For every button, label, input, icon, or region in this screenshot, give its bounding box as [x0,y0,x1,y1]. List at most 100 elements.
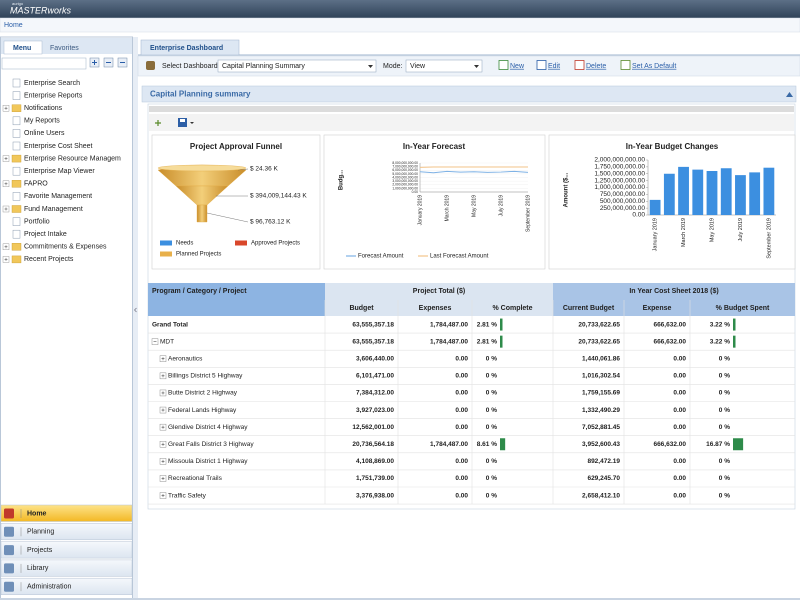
menu-item[interactable]: Enterprise Map Viewer [24,168,95,175]
header-cell [325,283,553,300]
action-link[interactable]: New [510,63,525,70]
y-tick-label: 6,000,000,000.00 [392,168,418,172]
chart-box [323,134,546,270]
row-name: Grand Total [152,321,188,328]
cell: 0.00 [673,458,686,465]
x-tick-label: May 2019 [471,195,477,217]
dashboard-select[interactable] [217,59,377,73]
nav-button[interactable] [0,523,133,541]
mode-select[interactable] [405,59,483,73]
menu-item[interactable]: FAPRO [24,181,48,188]
menu-item[interactable]: Favorite Management [24,193,92,200]
x-tick-label: March 2019 [444,195,450,222]
cell: 666,632.00 [653,321,686,328]
nav-button[interactable] [0,541,133,559]
legend-label: Approved Projects [251,241,300,247]
cell: 0 % [486,407,497,414]
y-tick-label: 1,000,000,000.00 [392,186,418,190]
menu-tree: Enterprise Search Enterprise Reports Notif… [2,78,121,263]
chart-box [151,134,321,270]
menu-item[interactable]: Enterprise Search [24,80,80,87]
refresh-icon[interactable] [155,120,161,126]
brand: MASTERworks [10,5,72,15]
select-label: Select Dashboard [162,63,218,70]
row-expander-sign [161,476,165,480]
group-header: Project Total ($) [413,288,465,295]
nav-label[interactable]: Home [27,510,47,517]
cell: 1,016,302.54 [582,373,620,380]
cell: 0 % [719,355,730,362]
cell: 16.87 % [706,441,730,448]
nav-label[interactable]: Planning [27,529,54,536]
folder-icon [11,104,22,112]
cell: 1,784,487.00 [430,441,468,448]
menu-item[interactable]: Commitments & Expenses [24,244,107,251]
main-tab-label[interactable]: Enterprise Dashboard [150,45,223,52]
sidebar-tab[interactable]: Menu [13,45,31,52]
menu-item[interactable]: Online Users [24,130,65,137]
menu-item[interactable]: Notifications [24,105,63,112]
nav-button[interactable] [0,577,133,595]
cell: 0 % [486,390,497,397]
cell: 3,376,938.00 [356,492,394,499]
dropdown-arrow [368,65,373,68]
splitter[interactable] [133,37,138,599]
collapse-arrow[interactable] [786,92,793,97]
search-input[interactable] [1,57,87,70]
nav-label[interactable]: Administration [27,584,71,591]
expander-plus [4,157,8,161]
funnel-label: $ 96,763.12 K [250,219,291,226]
menu-item[interactable]: My Reports [24,118,60,125]
cell: 0 % [719,424,730,431]
cell: 0.00 [455,475,468,482]
action-link[interactable]: Delete [586,63,606,70]
save-icon[interactable] [178,118,187,127]
group-header: In Year Cost Sheet 2018 ($) [629,288,718,295]
row-expander-sign [161,391,165,395]
cell: 1,784,487.00 [430,321,468,328]
nav-label[interactable]: Library [27,565,49,572]
cell: 0.00 [455,424,468,431]
legend-swatch [160,251,172,257]
expander-plus [4,245,8,249]
menu-item[interactable]: Enterprise Cost Sheet [24,143,93,150]
action-link[interactable]: Edit [548,63,560,70]
cell: 0 % [719,475,730,482]
bar [706,171,718,215]
cell: 3.22 % [710,338,730,345]
tab-active [3,40,43,55]
series-line [419,170,529,174]
breadcrumb[interactable]: Home [4,22,23,29]
cell: 3,606,440.00 [356,355,394,362]
menu-item[interactable]: Portfolio [24,218,50,225]
page-icon [12,141,21,151]
nav-label[interactable]: Projects [27,547,53,554]
menu-item[interactable]: Project Intake [24,231,67,238]
cell: 0.00 [455,355,468,362]
charts: Project Approval Funnel $ 24.36 K $ 394,00… [157,142,776,260]
folder-icon [11,205,22,213]
y-tick-label: 1,750,000,000.00 [594,164,645,171]
y-tick-label: 500,000,000.00 [600,198,646,205]
nav-button[interactable] [0,504,133,522]
action-icon [498,60,509,70]
cell: 0 % [719,390,730,397]
row-name: Great Falls District 3 Highway [168,441,254,448]
menu-item[interactable]: Enterprise Reports [24,92,83,99]
row-name: Traffic Safety [168,492,207,499]
progress-bar [733,335,736,348]
menu-item[interactable]: Enterprise Resource Managem [24,155,121,162]
menu-item[interactable]: Recent Projects [24,256,74,263]
brand-small: aurigo [12,1,24,6]
nav-button[interactable] [0,559,133,577]
sidebar-tab[interactable]: Favorites [50,45,79,52]
y-tick-label: 0.00 [412,190,419,194]
action-link[interactable]: Set As Default [632,63,676,70]
cell: 1,751,739.00 [356,475,394,482]
cell: 3.22 % [710,321,730,328]
menu-item[interactable]: Fund Management [24,206,83,213]
y-tick-label: 4,000,000,000.00 [392,175,418,179]
icon [92,60,97,65]
toolbar-actions: New Edit Delete Set As Default [498,60,676,70]
